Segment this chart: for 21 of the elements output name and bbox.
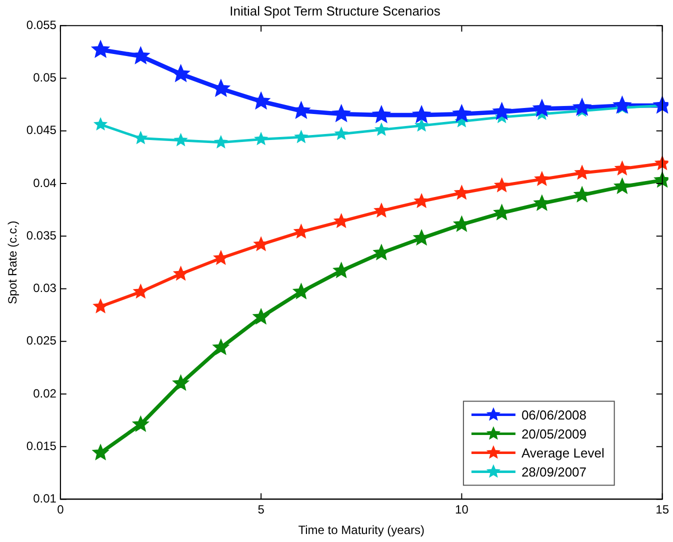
x-tick-label: 15	[656, 502, 670, 517]
legend-label: 06/06/2008	[521, 407, 587, 422]
y-tick-label: 0.03	[33, 281, 57, 296]
legend-label: Average Level	[521, 445, 604, 460]
chart-title: Initial Spot Term Structure Scenarios	[230, 3, 441, 18]
legend-label: 28/09/2007	[521, 464, 587, 480]
y-tick-label: 0.015	[26, 438, 57, 453]
legend-label: 20/05/2009	[521, 426, 587, 442]
x-tick-label: 0	[57, 502, 64, 517]
y-tick-label: 0.045	[26, 123, 57, 138]
x-tick-label: 5	[258, 502, 265, 517]
x-tick-label: 10	[455, 502, 469, 517]
y-tick-label: 0.025	[26, 334, 57, 348]
y-tick-label: 0.01	[33, 492, 57, 506]
y-tick-label: 0.055	[26, 18, 57, 32]
y-tick-label: 0.02	[33, 386, 57, 400]
x-axis-title: Time to Maturity (years)	[298, 523, 425, 538]
y-tick-label: 0.035	[26, 228, 57, 242]
y-tick-label: 0.05	[33, 70, 57, 85]
y-tick-label: 0.04	[33, 176, 57, 190]
y-axis-title: Spot Rate (c.c.)	[6, 220, 20, 304]
